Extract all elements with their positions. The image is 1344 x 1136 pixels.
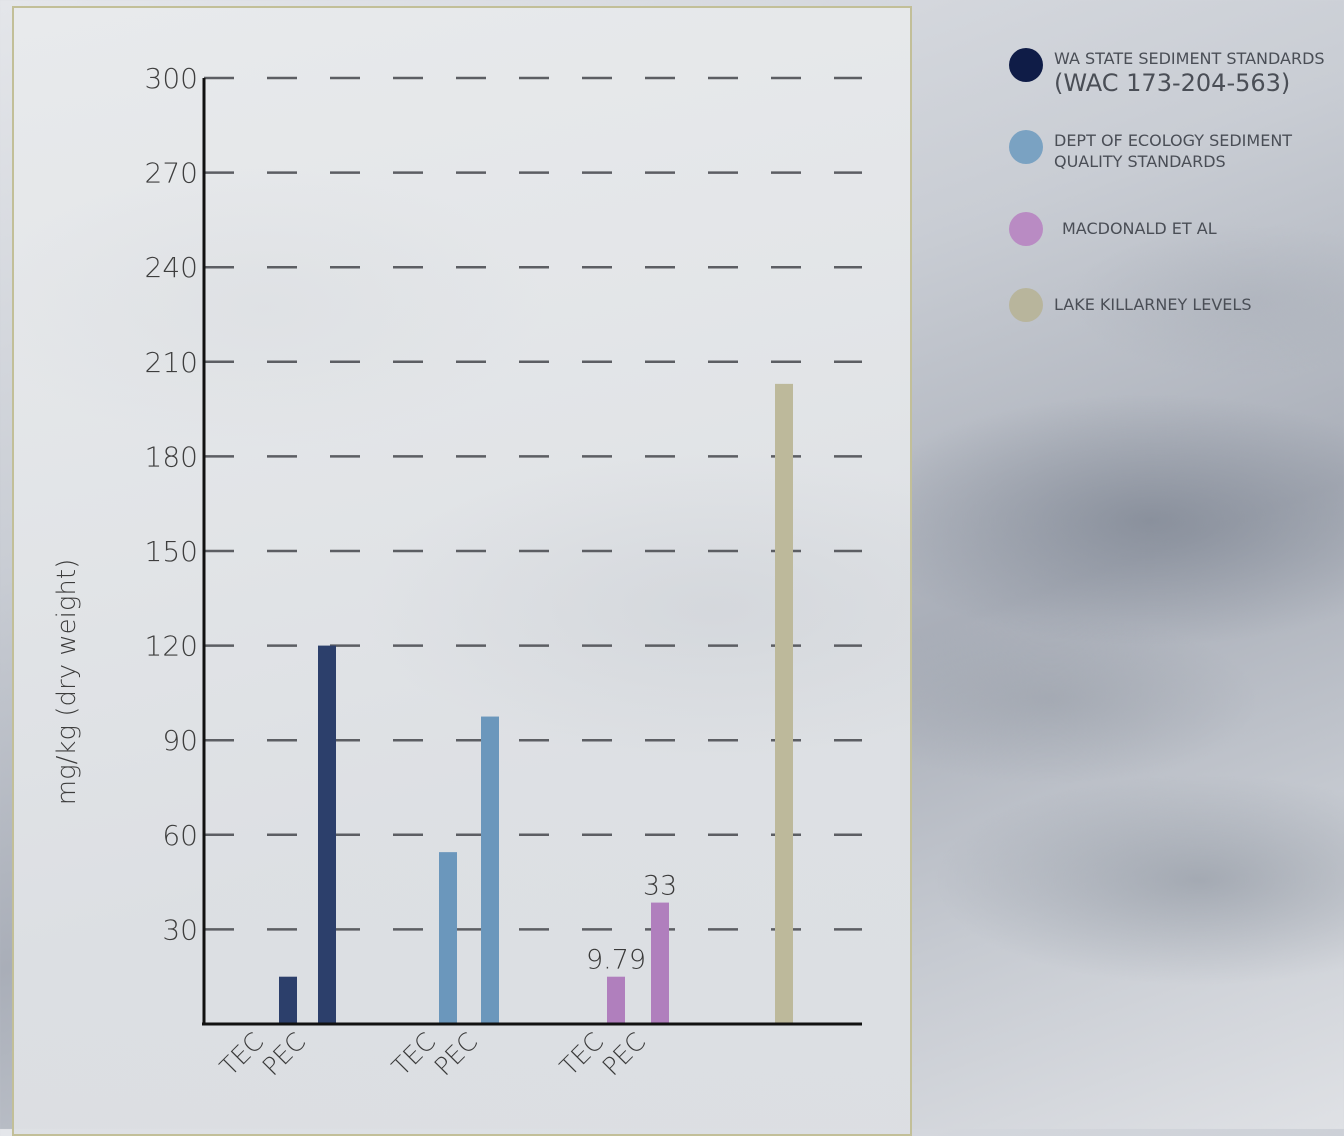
legend-item-dept-ecology: DEPT OF ECOLOGY SEDIMENT QUALITY STANDAR… [1009, 130, 1292, 172]
y-tick-label: 210 [145, 346, 198, 379]
data-label: 33 [643, 871, 677, 902]
bar [318, 645, 336, 1024]
y-tick-label: 60 [162, 819, 198, 852]
legend-item-macdonald: MACDONALD ET AL [1009, 212, 1217, 246]
bar [775, 383, 793, 1025]
data-label: 9.79 [586, 945, 646, 976]
legend-label-macdonald: MACDONALD ET AL [1062, 219, 1217, 238]
legend-item-wa-state: WA STATE SEDIMENT STANDARDS (WAC 173-204… [1009, 48, 1325, 97]
bar [481, 716, 499, 1024]
x-tick-label: PEC [597, 1027, 652, 1082]
x-tick-label: PEC [429, 1027, 484, 1082]
bar [651, 902, 669, 1024]
legend-sublabel-wa-state: (WAC 173-204-563) [1054, 69, 1291, 97]
chart-panel [12, 6, 912, 1136]
x-tick-label: TEC [386, 1027, 441, 1082]
y-tick-label: 300 [145, 62, 198, 95]
legend-swatch-dept-ecology [1009, 130, 1043, 164]
y-tick-label: 270 [145, 157, 198, 190]
y-tick-label: 30 [162, 913, 198, 946]
y-tick-label: 120 [145, 630, 198, 663]
legend-swatch-wa-state [1009, 48, 1043, 82]
legend-label-wa-state: WA STATE SEDIMENT STANDARDS [1054, 49, 1325, 68]
x-tick-label: TEC [214, 1027, 269, 1082]
x-tick-label: TEC [554, 1027, 609, 1082]
y-tick-label: 240 [145, 251, 198, 284]
legend-label-lake-killarney: LAKE KILLARNEY LEVELS [1054, 295, 1252, 314]
legend-sublabel-dept-ecology: QUALITY STANDARDS [1054, 152, 1226, 171]
bar [279, 976, 297, 1024]
legend-item-lake-killarney: LAKE KILLARNEY LEVELS [1009, 288, 1251, 322]
bar [607, 976, 625, 1024]
legend-swatch-macdonald [1009, 212, 1043, 246]
legend-swatch-lake-killarney [1009, 288, 1043, 322]
y-tick-label: 150 [145, 535, 198, 568]
legend-label-dept-ecology: DEPT OF ECOLOGY SEDIMENT [1054, 131, 1293, 150]
bar [439, 852, 457, 1024]
y-tick-label: 180 [145, 440, 198, 473]
x-tick-label: PEC [257, 1027, 312, 1082]
y-tick-label: 90 [162, 724, 198, 757]
